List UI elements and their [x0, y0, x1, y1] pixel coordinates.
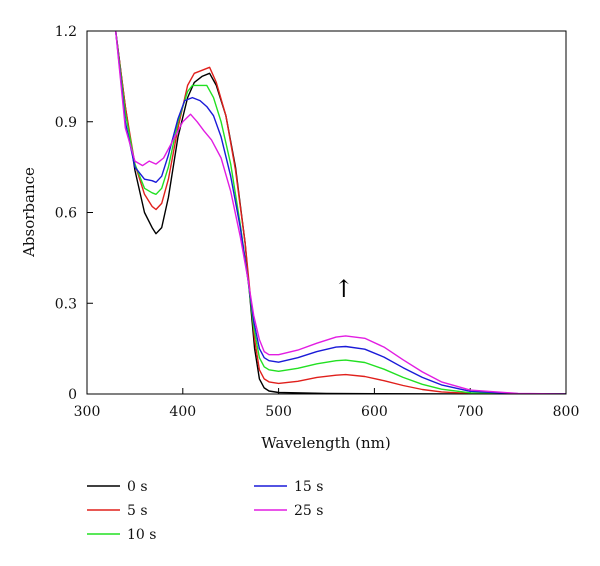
x-tick-label: 700 — [457, 404, 484, 420]
y-tick-label: 0.6 — [55, 206, 77, 222]
x-tick-label: 800 — [553, 404, 580, 420]
y-tick-label: 0.9 — [55, 115, 77, 131]
increase-arrow-annotation: ↑ — [334, 275, 354, 303]
y-tick-label: 0.3 — [55, 296, 77, 312]
legend-label: 15 s — [294, 479, 323, 495]
legend-label: 5 s — [127, 503, 148, 519]
series-line-1 — [114, 31, 566, 394]
series-lines — [114, 31, 566, 394]
x-tick-label: 600 — [361, 404, 388, 420]
x-tick-label: 500 — [265, 404, 292, 420]
plot-frame — [86, 30, 567, 395]
axis-ticks: 300 400 500 600 700 800 0 0.3 0.6 0.9 1.2 — [55, 24, 580, 420]
legend: 0 s 5 s 10 s 15 s 25 s — [87, 479, 323, 543]
y-tick-label: 0 — [68, 387, 77, 403]
series-line-3 — [114, 31, 566, 394]
x-axis-label: Wavelength (nm) — [261, 434, 390, 452]
y-axis-label: Absorbance — [20, 167, 38, 258]
x-tick-label: 300 — [74, 404, 101, 420]
x-tick-label: 400 — [169, 404, 196, 420]
legend-label: 0 s — [127, 479, 148, 495]
y-tick-label: 1.2 — [55, 24, 77, 40]
series-line-0 — [114, 31, 566, 394]
legend-label: 10 s — [127, 527, 156, 543]
legend-label: 25 s — [294, 503, 323, 519]
series-line-4 — [114, 31, 566, 394]
